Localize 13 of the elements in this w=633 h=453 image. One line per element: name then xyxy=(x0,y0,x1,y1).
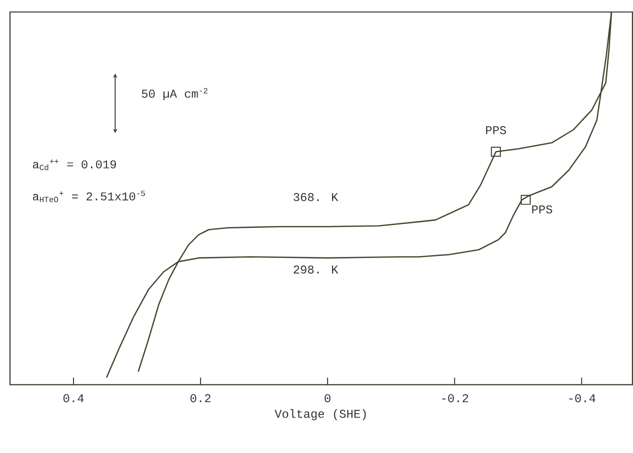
x-axis-title: Voltage (SHE) xyxy=(274,409,366,420)
annotation: PPS xyxy=(486,126,506,134)
x-tick-label: 0 xyxy=(324,394,330,402)
x-tick-label: 0.4 xyxy=(63,394,84,402)
annotation: a$_{Cd}$$^{++}$ = 0.019 xyxy=(32,160,116,170)
annotation: PPS xyxy=(532,206,552,214)
x-tick-label: -0.2 xyxy=(442,394,468,402)
series-label: 298. K xyxy=(294,266,338,274)
x-tick-label: -0.4 xyxy=(569,394,596,402)
text: 368. K xyxy=(294,193,338,202)
annotation: 50 µA cm$^{-2}$ xyxy=(142,88,208,100)
annotation: a$_{HTeO}$$^{+}$ = 2.51x10$^{-5}$ xyxy=(32,190,145,202)
x-tick-label: 0.2 xyxy=(190,394,210,402)
